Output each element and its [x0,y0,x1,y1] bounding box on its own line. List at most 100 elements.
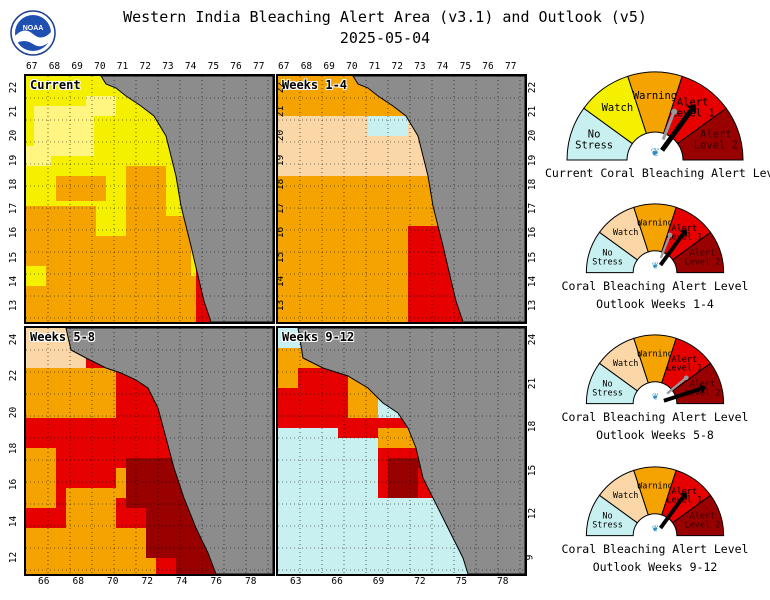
tick-label: 70 [94,61,106,72]
tick-label: 13 [527,299,539,312]
gauge-segment-label: No [588,129,601,141]
tick-label: 15 [8,251,20,263]
map-weeks9-12: Weeks 9-12 [276,326,527,576]
tick-label: 68 [72,576,84,587]
tick-label: 72 [414,576,426,587]
gauge-segment-label: Stress [575,140,613,152]
tick-label: 12 [527,508,539,520]
tick-label: 72 [139,61,151,72]
gauge-segment [676,107,744,161]
gauge-segment-label: Level 2 [694,140,738,152]
tick-label: 15 [527,251,539,263]
gauge-title: Current Coral Bleaching Alert Level [545,166,770,180]
gauge-segment-label: Stress [592,258,623,268]
gauge-segment-label: Warning [633,90,677,102]
land-mass [297,328,525,574]
tick-label: 76 [210,576,222,587]
tick-label: 18 [527,178,539,191]
gauge-segment-label: Alert [690,380,716,390]
gauge-segment-label: Level 2 [685,258,721,268]
tick-label: 68 [48,61,61,72]
gauge-segment-label: Alert [690,512,716,522]
land-mass [100,76,273,322]
gauge-title: Coral Bleaching Alert Level [561,278,749,293]
tick-label: 76 [482,61,494,72]
gauge-title: Coral Bleaching Alert Level [561,541,749,556]
tick-label: 24 [527,333,539,346]
tick-label: 15 [527,464,539,477]
tick-label: 77 [505,61,517,72]
map-canvas [26,76,273,322]
tick-label: 21 [527,105,539,118]
tick-label: 74 [176,576,188,587]
gauge-segment-label: Alert [672,224,698,234]
tick-label: 14 [8,275,20,287]
gauge-segment-label: Warning [637,482,673,492]
gauge-segment-label: No [602,512,612,522]
gauge-segment-label: Level 2 [685,521,721,531]
coral-icon: ❦ [652,259,659,272]
tick-label: 78 [497,576,509,587]
map-weeks5-8: Weeks 5-8 [24,326,275,576]
tick-label: 69 [372,576,385,587]
previous-level-needle [661,111,676,141]
tick-label: 14 [275,275,287,287]
tick-label: 21 [275,105,287,118]
tick-label: 66 [331,576,343,587]
gauge-segment-label: Watch [602,102,634,114]
coral-icon: ❦ [651,144,659,160]
tick-label: 17 [275,202,287,215]
tick-label: 20 [8,406,20,418]
tick-label: 67 [26,61,38,72]
tick-label: 19 [527,154,539,166]
previous-level-needle [666,376,687,395]
tick-label: 18 [275,178,287,191]
tick-label: 75 [455,576,468,587]
tick-label: 21 [8,105,20,118]
gauge-segment-label: Level 1 [670,108,714,120]
map-label: Weeks 1-4 [282,78,348,92]
tick-label: 20 [8,130,20,142]
tick-label: 21 [527,377,539,389]
tick-label: 20 [527,130,539,142]
tick-label: 13 [275,299,287,312]
tick-label: 74 [436,61,449,72]
tick-label: 75 [459,61,472,72]
gauge-segment-label: No [602,249,612,259]
tick-label: 63 [290,576,302,587]
gauge-segment [671,494,725,537]
tick-label: 16 [8,227,20,239]
map-label: Weeks 5-8 [30,330,96,344]
alert-level-needle [658,495,685,530]
tick-label: 69 [323,61,335,72]
gauge-segment-label: Alert [672,487,698,497]
map-current: Current [24,74,275,324]
tick-label: 9 [524,554,536,561]
tick-label: 18 [8,442,20,455]
map-weeks1-4: Weeks 1-4 [276,74,527,324]
tick-label: 18 [8,178,20,191]
gauge-subtitle: Outlook Weeks 9-12 [592,559,718,574]
gauge-segment [671,231,725,274]
map-canvas [26,328,273,574]
tick-label: 17 [8,202,20,215]
page-title: Western India Bleaching Alert Area (v3.1… [123,8,647,26]
gauge-segment-label: Alert [690,249,716,259]
tick-label: 15 [275,251,287,263]
gauge-segment-label: Level 1 [666,496,702,506]
land-mass [352,76,525,322]
gauge-segment-label: Watch [613,491,639,501]
tick-label: 73 [162,61,174,72]
gauge-segment-label: Level 1 [666,233,702,243]
tick-label: 71 [116,61,129,72]
tick-label: 22 [8,81,20,94]
tick-label: 73 [414,61,426,72]
noaa-logo: NOAA [10,10,56,56]
gauge-segment-label: Level 2 [685,389,721,399]
coral-icon: ❦ [652,390,659,403]
tick-label: 67 [278,61,290,72]
gauge-segment-label: Warning [637,219,673,229]
gauge-segment-label: Warning [637,350,673,360]
